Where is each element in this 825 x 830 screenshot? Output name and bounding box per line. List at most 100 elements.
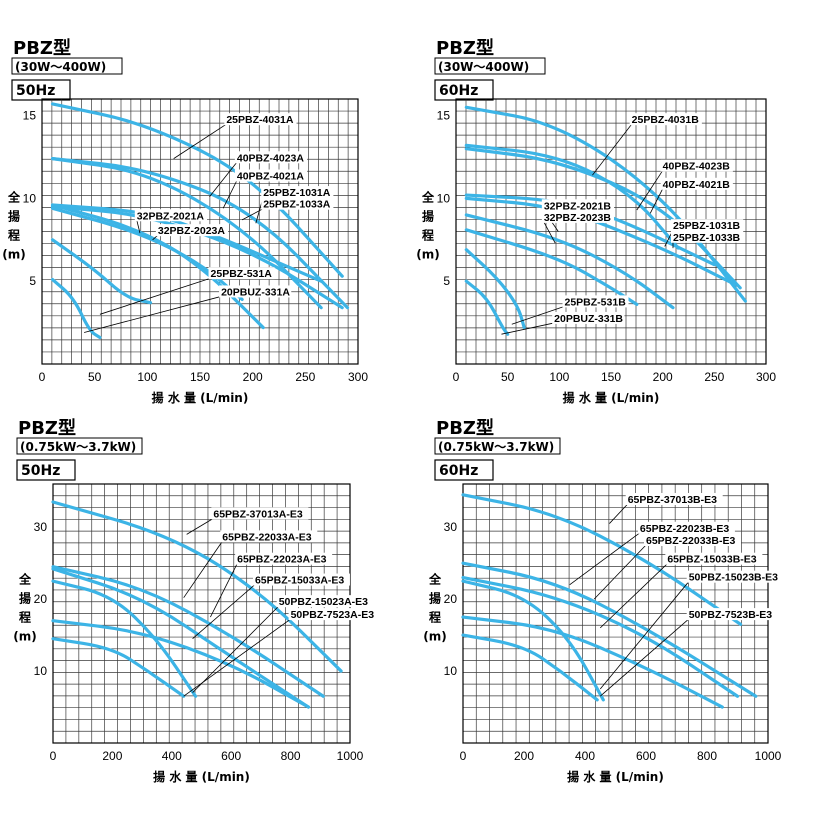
curve-label: 20PBUZ-331A — [221, 286, 290, 298]
curve-32PBZ-2021B — [464, 213, 675, 310]
leader-line — [186, 518, 214, 535]
label-bg — [541, 199, 615, 212]
y-tick-label: 30 — [34, 520, 48, 534]
leader-line — [209, 162, 238, 197]
curve-label: 40PBZ-4023B — [663, 161, 731, 173]
y-axis-label-char: 程 — [422, 228, 434, 243]
frequency-box — [434, 79, 494, 101]
leader-line — [599, 618, 689, 697]
curve-50PBZ-15023A-E3 — [51, 619, 311, 709]
y-tick-label: 5 — [443, 274, 450, 288]
label-bg — [235, 552, 333, 565]
curve-label: 40PBZ-4021B — [663, 179, 731, 191]
label-bg — [541, 210, 615, 223]
curve-25PBZ-531B — [464, 248, 526, 330]
x-tick-label: 100 — [549, 370, 569, 384]
label-bg — [261, 197, 334, 210]
pump-curves — [461, 493, 758, 709]
chart-title: PBZ型 — [18, 417, 76, 439]
label-bg — [665, 552, 763, 565]
y-axis-label-char: 程 — [19, 610, 31, 625]
pump-curves — [51, 500, 343, 709]
frequency-label: 50Hz — [21, 463, 60, 479]
curve-25PBZ-531A — [50, 238, 153, 305]
label-bg — [686, 570, 784, 583]
label-bg — [234, 151, 308, 164]
curve-labels: 65PBZ-37013B-E3 65PBZ-22023B-E365PBZ-2203… — [569, 492, 784, 697]
leader-line — [241, 208, 264, 221]
curve-65PBZ-22023A-E3 — [51, 567, 311, 709]
label-bg — [219, 285, 292, 298]
curve-label: 20PBUZ-331B — [554, 313, 623, 325]
curve-label: 25PBZ-531B — [565, 296, 627, 308]
chart-panel-4: PBZ型(0.75kW～3.7kW) 60Hz 0 200 400 600 800 1000 1… — [423, 417, 784, 784]
curve-65PBZ-22023B-E3 — [461, 561, 758, 698]
y-axis-label-char: 揚 — [8, 209, 20, 224]
chart-title: PBZ型 — [13, 37, 71, 59]
chart-subtitle: (30W～400W) — [15, 60, 106, 74]
curve-20PBUZ-331A — [50, 277, 102, 340]
label-bg — [252, 573, 350, 586]
x-tick-label: 0 — [460, 749, 467, 763]
x-axis-label: 揚 水 量 (L/min) — [153, 769, 250, 784]
x-tick-label: 250 — [295, 370, 315, 384]
x-axis-label: 揚 水 量 (L/min) — [152, 390, 249, 405]
curve-20PBUZ-331B — [464, 279, 510, 336]
leader-line — [210, 563, 238, 618]
label-bg — [637, 521, 735, 534]
y-axis-label-char: 全 — [421, 190, 435, 205]
subtitle-box — [434, 437, 561, 455]
curve-label: 32PBZ-2023B — [544, 212, 612, 224]
curve-65PBZ-22033A-E3 — [51, 565, 325, 698]
curve-label: 50PBZ-7523B-E3 — [689, 609, 773, 621]
x-tick-label: 1000 — [755, 749, 782, 763]
frequency-label: 60Hz — [439, 83, 478, 99]
curve-labels: 65PBZ-37013A-E3 65PBZ-22033A-E3 65PBZ-2202… — [183, 507, 380, 697]
chart-subtitle: (30W～400W) — [438, 60, 529, 74]
frequency-box — [434, 459, 494, 481]
curve-label: 65PBZ-22033A-E3 — [222, 531, 311, 543]
leader-line — [136, 220, 141, 234]
y-tick-label: 10 — [444, 664, 458, 678]
curve-50PBZ-7523A-E3 — [51, 637, 186, 698]
x-tick-label: 50 — [501, 370, 515, 384]
leader-line — [501, 322, 555, 335]
chart-title: PBZ型 — [436, 417, 494, 439]
frequency-label: 60Hz — [439, 463, 478, 479]
y-axis-label-char: (m) — [416, 248, 439, 262]
curve-40PBZ-4021B — [464, 143, 680, 250]
y-tick-label: 10 — [34, 664, 48, 678]
chart-panel-2: PBZ型(30W～400W) 60Hz 0 50 100 150 200 250 300 5 10 1… — [416, 37, 776, 405]
y-tick-label: 30 — [444, 520, 458, 534]
label-bg — [562, 295, 629, 308]
chart-subtitle: (0.75kW～3.7kW) — [20, 440, 136, 454]
curve-labels: 25PBZ-4031A 40PBZ-4023A 40PBZ-4021A 25PBZ-1… — [84, 113, 334, 333]
leader-line — [183, 541, 223, 598]
curve-label: 25PBZ-1033B — [673, 232, 741, 244]
x-tick-label: 300 — [348, 370, 368, 384]
y-axis-label-char: 程 — [429, 610, 441, 625]
leader-line — [599, 581, 690, 690]
curve-25PBZ-1033A — [50, 203, 323, 283]
label-bg — [261, 186, 334, 199]
leader-line — [84, 296, 222, 333]
curve-label: 25PBZ-4031B — [632, 114, 700, 126]
x-tick-label: 0 — [50, 749, 57, 763]
x-tick-label: 250 — [704, 370, 724, 384]
curve-label: 65PBZ-15033B-E3 — [667, 554, 756, 566]
label-bg — [134, 209, 207, 222]
y-tick-label: 15 — [23, 109, 37, 123]
label-bg — [629, 113, 702, 126]
leader-line — [173, 123, 227, 159]
curve-label: 25PBZ-531A — [211, 268, 273, 280]
curve-40PBZ-4023A — [50, 157, 350, 310]
curve-label: 65PBZ-37013B-E3 — [628, 494, 717, 506]
x-tick-label: 600 — [221, 749, 241, 763]
leader-line — [543, 221, 556, 244]
y-axis-label-char: 全 — [7, 190, 21, 205]
curve-label: 50PBZ-15023A-E3 — [279, 596, 368, 608]
curve-65PBZ-15033B-E3 — [461, 579, 605, 702]
x-tick-label: 800 — [697, 749, 717, 763]
leader-line — [569, 532, 641, 586]
